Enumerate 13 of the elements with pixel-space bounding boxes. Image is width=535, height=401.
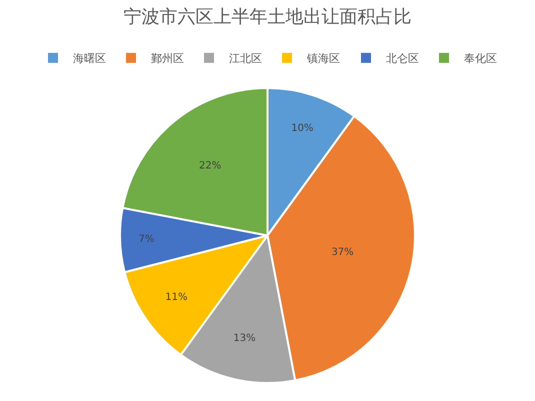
- data-label: 10%: [291, 122, 314, 134]
- legend-label: 镇海区: [306, 52, 340, 66]
- data-label: 11%: [165, 292, 188, 303]
- legend-label: 海曙区: [73, 52, 106, 66]
- legend-label: 奉化区: [464, 52, 497, 66]
- data-label: 22%: [198, 160, 222, 172]
- legend-label: 江北区: [229, 52, 262, 66]
- data-label: 13%: [233, 333, 256, 344]
- legend-label: 鄞州区: [151, 52, 184, 66]
- chart-title: 宁波市六区上半年土地出让面积占比: [124, 6, 412, 28]
- data-label: 7%: [138, 234, 154, 245]
- legend-label: 北仑区: [386, 52, 419, 66]
- data-label: 37%: [331, 246, 354, 258]
